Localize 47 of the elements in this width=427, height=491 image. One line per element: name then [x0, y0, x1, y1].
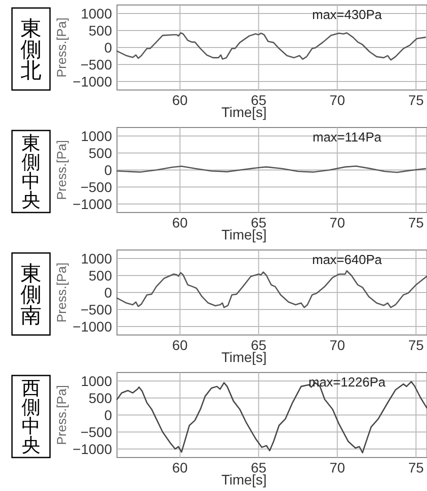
x-tick-label: 75 — [408, 92, 424, 108]
y-tick-label: 1000 — [80, 6, 112, 22]
text: 東側中央 — [22, 132, 40, 212]
y-tick-label: 1000 — [80, 250, 112, 266]
line-series — [116, 32, 426, 61]
text: 東側北 — [20, 16, 42, 82]
x-tick-label: 60 — [172, 460, 188, 476]
x-tick-label: 75 — [408, 214, 424, 230]
text: 東側南 — [20, 261, 42, 328]
annotation: max=1226Pa — [308, 374, 386, 390]
x-tick-label: 60 — [172, 214, 188, 230]
y-tick-label: −500 — [80, 424, 112, 440]
y-tick-label: 500 — [88, 145, 112, 161]
y-tick-label: −1000 — [72, 441, 112, 457]
x-tick-label: 70 — [330, 92, 346, 108]
y-axis-title: Press.[Pa] — [54, 140, 69, 200]
annotation: max=114Pa — [312, 130, 382, 144]
line-series — [116, 165, 426, 174]
y-axis-title: Press.[Pa] — [54, 18, 69, 78]
y-tick-label: −500 — [80, 56, 112, 72]
y-tick-label: 1000 — [80, 128, 112, 144]
text: 西側中央 — [22, 378, 40, 457]
x-tick-label: 75 — [408, 460, 424, 476]
y-axis-title: Press.[Pa] — [54, 262, 69, 322]
x-tick-label: 60 — [172, 337, 188, 353]
x-tick-label: 70 — [330, 337, 346, 353]
y-tick-label: −1000 — [72, 196, 112, 212]
y-tick-label: 0 — [104, 284, 112, 300]
y-tick-label: −500 — [80, 302, 112, 318]
y-tick-label: −1000 — [72, 318, 112, 334]
line-series — [116, 270, 427, 308]
y-tick-label: 500 — [88, 268, 112, 284]
x-tick-label: 70 — [330, 214, 346, 230]
x-tick-label: 75 — [408, 337, 424, 353]
y-tick-label: 0 — [104, 162, 112, 178]
y-tick-label: 0 — [104, 40, 112, 56]
x-tick-label: 70 — [330, 460, 346, 476]
annotation: max=430Pa — [312, 7, 383, 22]
annotation: max=640Pa — [312, 252, 383, 267]
y-tick-label: 1000 — [80, 373, 112, 389]
y-axis-title: Press.[Pa] — [54, 385, 69, 445]
y-tick-label: 500 — [88, 390, 112, 406]
y-tick-label: 0 — [104, 407, 112, 423]
y-tick-label: −500 — [80, 179, 112, 195]
y-tick-label: 500 — [88, 22, 112, 38]
x-tick-label: 60 — [172, 92, 188, 108]
y-tick-label: −1000 — [72, 74, 112, 90]
